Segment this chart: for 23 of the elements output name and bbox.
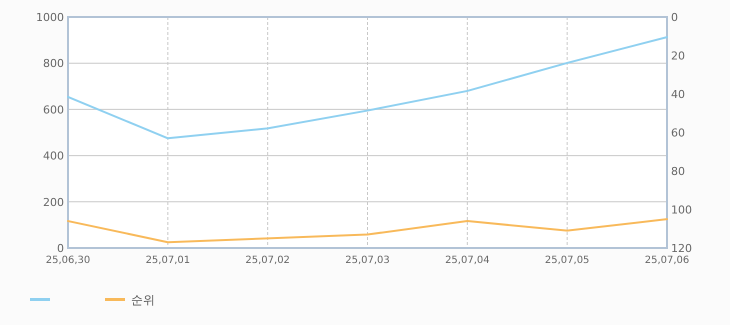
y2-tick-label: 120 [671,242,692,255]
x-tick-label: 25,07,03 [345,255,390,266]
y2-tick-label: 100 [671,204,692,216]
line-series [67,218,668,244]
line-series [67,36,668,140]
x-tick-label: 25,07,01 [146,255,190,266]
x-tick-label: 25,07,06 [644,255,690,266]
x-tick-label: 25,07,02 [245,255,290,266]
y-tick-label: 800 [43,57,64,70]
y-tick-label: 400 [43,150,64,163]
y-tick-label: 600 [43,103,64,116]
y2-tick-label: 60 [671,126,685,140]
y2-tick-label: 0 [671,11,678,24]
x-tick-label: 25,06,30 [46,255,90,266]
x-tick-label: 25,07,05 [544,255,590,266]
legend-label: 순위 [131,293,155,307]
y2-tick-label: 80 [671,165,685,178]
y-tick-label: 0 [57,242,64,255]
y-tick-label: 1000 [36,11,64,24]
x-tick-label: 25,07,04 [445,255,490,266]
y2-tick-label: 40 [671,88,685,101]
y2-tick-label: 20 [671,50,685,62]
y-tick-label: 200 [43,196,64,209]
